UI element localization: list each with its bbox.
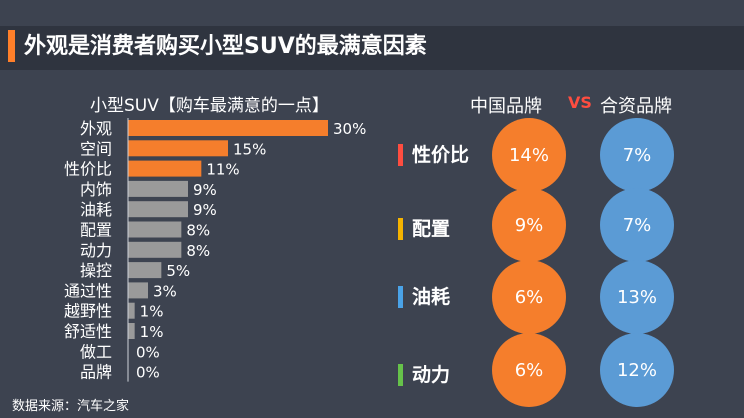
data-source-note: 数据来源：汽车之家 bbox=[12, 399, 130, 414]
category-label: 通过性 bbox=[64, 281, 112, 300]
china-value-circle: 6% bbox=[492, 260, 566, 334]
metric-row-configuration: 配置 bbox=[398, 216, 488, 242]
metric-color-bar bbox=[398, 144, 403, 166]
bar bbox=[128, 282, 148, 299]
legend-china-brand: 中国品牌 bbox=[470, 96, 542, 117]
bar bbox=[128, 120, 328, 136]
jv-value-circle: 12% bbox=[600, 333, 674, 407]
metric-color-bar bbox=[398, 286, 403, 308]
bar bbox=[128, 140, 228, 157]
china-value-circle: 9% bbox=[492, 188, 566, 262]
bar bbox=[128, 180, 188, 197]
category-label: 内饰 bbox=[80, 180, 112, 199]
satisfaction-bar-chart: 小型SUV【购车最满意的一点】外观 30% 空间 15% 性价比 11% 内饰 9% 油耗 9% 配… bbox=[64, 96, 366, 382]
metric-color-bar bbox=[398, 364, 403, 386]
value-label: 1% bbox=[140, 303, 164, 321]
china-value-circle: 14% bbox=[492, 118, 566, 192]
china-value-circle: 6% bbox=[492, 333, 566, 407]
bar bbox=[128, 323, 135, 339]
category-label: 动力 bbox=[80, 241, 112, 260]
bar bbox=[128, 241, 182, 258]
vs-label: VS bbox=[568, 93, 592, 112]
jv-value-circle: 13% bbox=[600, 260, 674, 334]
bar bbox=[128, 201, 188, 218]
value-label: 3% bbox=[153, 282, 177, 300]
category-label: 油耗 bbox=[80, 200, 112, 219]
metric-label: 性价比 bbox=[412, 144, 470, 166]
jv-value-circle: 7% bbox=[600, 118, 674, 192]
value-label: 1% bbox=[140, 323, 164, 341]
metric-row-power: 动力 bbox=[398, 362, 488, 388]
value-label: 0% bbox=[136, 364, 160, 382]
value-label: 9% bbox=[193, 181, 217, 199]
bar bbox=[128, 302, 135, 319]
page-title: 外观是消费者购买小型SUV的最满意因素 bbox=[24, 34, 427, 59]
value-label: 11% bbox=[206, 161, 239, 179]
metric-label: 油耗 bbox=[412, 286, 451, 308]
category-label: 操控 bbox=[80, 261, 112, 280]
category-label: 品牌 bbox=[80, 363, 112, 382]
category-label: 性价比 bbox=[64, 160, 112, 179]
value-label: 8% bbox=[186, 242, 210, 260]
category-label: 配置 bbox=[80, 221, 112, 240]
category-label: 做工 bbox=[80, 342, 112, 361]
value-label: 9% bbox=[193, 201, 217, 219]
value-label: 15% bbox=[233, 140, 266, 158]
bar bbox=[128, 262, 162, 279]
metric-label: 动力 bbox=[412, 364, 451, 386]
bar bbox=[128, 160, 202, 177]
category-label: 越野性 bbox=[64, 302, 112, 321]
category-label: 空间 bbox=[80, 139, 112, 158]
bar bbox=[128, 221, 182, 238]
metric-row-fuel-consumption: 油耗 bbox=[398, 284, 488, 310]
category-label: 舒适性 bbox=[64, 322, 112, 341]
category-label: 外观 bbox=[80, 119, 112, 138]
value-label: 30% bbox=[333, 120, 366, 138]
title-accent-bar bbox=[8, 30, 15, 62]
chart-title: 小型SUV【购车最满意的一点】 bbox=[90, 96, 329, 116]
metric-color-bar bbox=[398, 218, 403, 240]
metric-row-value-for-money: 性价比 bbox=[398, 142, 488, 168]
jv-value-circle: 7% bbox=[600, 188, 674, 262]
legend-jv-brand: 合资品牌 bbox=[600, 96, 672, 117]
value-label: 5% bbox=[166, 262, 190, 280]
value-label: 0% bbox=[136, 343, 160, 361]
value-label: 8% bbox=[186, 222, 210, 240]
title-bar bbox=[0, 26, 744, 70]
metric-label: 配置 bbox=[412, 218, 451, 240]
